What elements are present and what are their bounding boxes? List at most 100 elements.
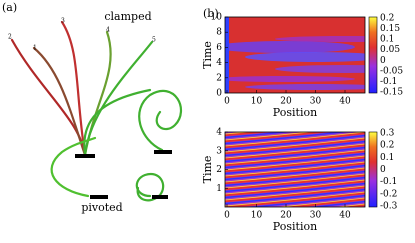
x-tick-label: 0 — [224, 211, 230, 221]
heatmap-stripe — [225, 185, 365, 201]
colorbar-tick-label: 0.05 — [380, 45, 400, 55]
heatmap-band — [245, 84, 365, 90]
colorbar-tick-label: -0.1 — [380, 77, 397, 87]
colorbar-tick-label: 0.2 — [380, 141, 394, 151]
colorbar-tick-label: 0.15 — [380, 24, 400, 34]
colorbar-tick-label: 0 — [380, 165, 386, 175]
rod — [32, 46, 87, 157]
heatmap-stripe — [225, 132, 292, 139]
heatmap-stripe — [225, 182, 365, 199]
y-axis-label: Time — [201, 41, 214, 69]
rod-number: 4 — [106, 27, 110, 34]
heatmap-stripe — [225, 155, 365, 171]
clamp — [154, 150, 172, 154]
clamp — [75, 154, 95, 158]
colorbar-tick-label: -0.3 — [380, 202, 398, 212]
heatmap-stripe — [225, 132, 350, 145]
heatmap-stripe — [225, 188, 365, 205]
rod — [138, 89, 183, 152]
y-tick-label: 2 — [216, 165, 222, 175]
y-tick-label: 0 — [216, 89, 222, 99]
heatmap-stripe — [225, 185, 365, 203]
heatmap-stripe — [225, 132, 228, 133]
heatmap-stripe — [225, 179, 365, 197]
heatmap-stripe — [275, 197, 365, 207]
heatmap-stripe — [225, 140, 365, 157]
y-tick-label: 8 — [216, 28, 222, 38]
heatmap-stripe — [225, 134, 365, 151]
panel-label: (b) — [203, 7, 219, 20]
rod-number: 3 — [61, 18, 65, 25]
y-tick-label: 4 — [216, 128, 222, 138]
colorbar-tick-label: -0.2 — [380, 189, 397, 199]
colorbar — [368, 16, 378, 94]
heatmap-stripe — [225, 173, 365, 191]
heatmap-stripe — [225, 176, 365, 193]
colorbar-tick-label: 0 — [380, 56, 386, 66]
rod — [60, 20, 87, 157]
heatmap-stripe — [225, 155, 365, 173]
x-axis-label: Position — [273, 220, 317, 233]
colorbar-tick-label: 0.2 — [380, 14, 394, 24]
rod — [50, 136, 97, 198]
heatmap-stripe — [225, 132, 332, 143]
rod-number: 5 — [152, 37, 156, 44]
colorbar — [368, 131, 378, 208]
heatmap-stripe — [225, 132, 365, 149]
heatmap-stripe — [225, 143, 365, 159]
heatmap-band — [225, 76, 355, 82]
heatmap-stripe — [225, 149, 365, 165]
heatmap-stripe — [225, 132, 253, 135]
x-axis-label: Position — [273, 106, 317, 119]
clamped-label: clamped — [104, 10, 151, 23]
rod-number: 2 — [8, 34, 12, 41]
colorbar-tick-label: 0.1 — [380, 35, 394, 45]
rod-number: 1 — [33, 45, 37, 52]
heatmap-band — [275, 36, 365, 42]
colorbar-tick-label: -0.15 — [380, 88, 403, 98]
heatmap-band — [245, 52, 365, 62]
y-tick-label: 4 — [216, 58, 222, 68]
heatmap-stripe — [225, 146, 365, 163]
rod — [135, 172, 165, 202]
heatmap-stripe — [225, 167, 365, 185]
heatmap-band — [225, 17, 229, 93]
heatmap-stripe — [225, 152, 365, 169]
heatmap-stripe — [225, 164, 365, 181]
heatmap-stripe — [225, 161, 365, 177]
y-axis-label: Time — [201, 156, 214, 184]
heatmap-band — [275, 65, 365, 73]
heatmap-stripe — [225, 143, 365, 161]
x-tick-label: 40 — [339, 97, 351, 107]
heatmap-stripe — [225, 170, 365, 187]
heatmap-stripe — [225, 161, 365, 179]
x-tick-label: 30 — [310, 211, 322, 221]
colorbar-tick-label: 0.1 — [380, 153, 394, 163]
rods — [10, 20, 183, 202]
x-tick-label: 20 — [280, 97, 292, 107]
colorbar-tick-label: -0.1 — [380, 177, 397, 187]
y-tick-label: 1 — [216, 184, 222, 194]
heatmap-stripe — [225, 149, 365, 167]
pivoted-label: pivoted — [81, 201, 122, 214]
heatmap-stripe — [225, 137, 365, 153]
heatmap-stripe — [334, 203, 365, 207]
heatmap-stripe — [225, 191, 365, 207]
heatmap-stripe — [225, 137, 365, 155]
x-tick-label: 10 — [251, 211, 263, 221]
heatmap-stripe — [225, 167, 365, 183]
rod — [83, 88, 152, 157]
heatmap-stripe — [276, 197, 365, 207]
heatmap-stripe — [225, 132, 365, 147]
heatmap-stripe — [225, 158, 365, 175]
heatmap-stripe — [225, 191, 365, 207]
pivot — [90, 195, 108, 199]
heatmap-stripe — [225, 132, 273, 137]
heatmap-stripe — [225, 173, 365, 189]
plot-frame — [224, 16, 366, 94]
x-tick-label: 0 — [224, 97, 230, 107]
panel-label: (a) — [2, 1, 17, 14]
colorbar-tick-label: -0.05 — [380, 66, 403, 76]
